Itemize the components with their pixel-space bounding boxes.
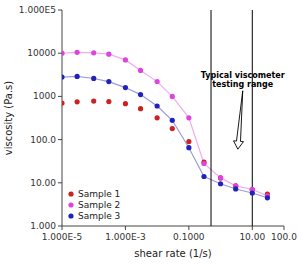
data-point (75, 74, 80, 79)
data-point (218, 175, 223, 180)
data-point (106, 79, 111, 84)
y-tick-label: 1.000E5 (19, 5, 56, 15)
y-tick-label: 1000 (33, 91, 56, 101)
x-tick-label: 1.000E-5 (42, 232, 82, 242)
data-point (265, 195, 270, 200)
x-axis-line (62, 226, 284, 227)
data-point (201, 174, 206, 179)
plot-area (62, 10, 270, 226)
x-tick (284, 226, 285, 230)
legend-label: Sample 1 (78, 189, 120, 199)
data-point (106, 99, 111, 104)
y-axis-line (62, 10, 63, 226)
annotation-arrow (234, 91, 244, 149)
data-point (170, 94, 175, 99)
data-point (186, 115, 191, 120)
data-point (62, 74, 65, 79)
data-point (218, 181, 223, 186)
data-point (123, 101, 128, 106)
legend-label: Sample 3 (78, 211, 120, 221)
y-tick-label: 100.0 (30, 135, 56, 145)
y-axis-label: viscosity (Pa.s) (3, 81, 14, 156)
data-point (186, 139, 191, 144)
data-point (170, 126, 175, 131)
y-tick (58, 226, 62, 227)
data-point (91, 50, 96, 55)
legend: Sample 1Sample 2Sample 3 (68, 189, 120, 221)
x-tick-label: 100.0 (271, 232, 297, 242)
data-point (155, 79, 160, 84)
y-tick (58, 53, 62, 54)
data-point (201, 161, 206, 166)
y-tick (58, 96, 62, 97)
data-point (250, 190, 255, 195)
y-tick (58, 10, 62, 11)
data-point (155, 115, 160, 120)
legend-label: Sample 2 (78, 200, 120, 210)
x-tick-label: 1.000E-3 (105, 232, 145, 242)
y-tick (58, 182, 62, 183)
annotation-text: Typical viscometertesting range (201, 71, 285, 89)
x-tick-label: 0.1000 (173, 232, 205, 242)
series-line (62, 76, 267, 197)
x-tick (188, 226, 189, 230)
x-tick (125, 226, 126, 230)
x-axis-label: shear rate (1/s) (134, 248, 211, 259)
data-point (62, 51, 65, 56)
data-point (106, 52, 111, 57)
data-point (218, 175, 223, 180)
reference-line (211, 10, 212, 226)
x-tick-label: 10.00 (239, 232, 265, 242)
data-point (123, 85, 128, 90)
data-point (62, 100, 65, 105)
y-tick-label: 10000 (27, 48, 56, 58)
data-point (138, 92, 143, 97)
data-point (123, 57, 128, 62)
legend-marker (68, 213, 73, 218)
x-tick (62, 226, 63, 230)
data-point (170, 118, 175, 123)
data-point (91, 76, 96, 81)
y-tick (58, 139, 62, 140)
x-tick (252, 226, 253, 230)
legend-marker (68, 191, 73, 196)
data-point (233, 186, 238, 191)
data-point (75, 99, 80, 104)
legend-marker (68, 202, 73, 207)
chart: 1.000E-5 1.000E-3 0.1000 10.00 100.0 1.000 10.… (0, 0, 300, 266)
data-point (186, 145, 191, 150)
data-point (138, 106, 143, 111)
data-point (155, 103, 160, 108)
y-tick-label: 1.000 (30, 221, 56, 231)
data-point (75, 50, 80, 55)
data-point (138, 68, 143, 73)
y-tick-label: 10.00 (30, 178, 56, 188)
data-point (91, 98, 96, 103)
